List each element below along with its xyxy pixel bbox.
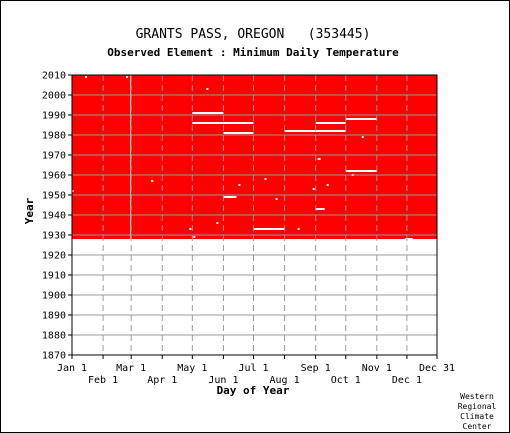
y-tick-label: 1960 [42,171,66,182]
data-layer [72,75,437,240]
x-tick-label: Oct 1 [331,375,361,386]
chart-title: GRANTS PASS, OREGON (353445) [136,27,371,42]
x-tick-label: Mar 1 [116,363,146,374]
missing-segment [223,122,254,124]
x-tick-label: May 1 [177,363,207,374]
x-tick-label: Sep 1 [301,363,331,374]
credit-line: Regional [458,402,497,411]
missing-segment [192,122,224,124]
missing-segment [223,196,237,198]
y-tick-label: 1870 [42,351,66,362]
y-tick-label: 1900 [42,291,66,302]
missing-segment [264,178,267,180]
x-tick-label: Nov 1 [362,363,392,374]
missing-segment [85,76,88,78]
missing-segment [192,112,224,114]
x-tick-label: Dec 31 [419,363,455,374]
observed-data-block [72,75,437,239]
x-tick-label: Jul 1 [238,363,268,374]
missing-segment [151,180,154,182]
x-axis-label: Day of Year [217,384,290,397]
missing-segment [126,76,129,78]
tick-layer: 2010 2000 1990 1980 1970 1960 1950 1940 1930 1920… [42,71,455,387]
missing-segment [275,198,278,200]
x-tick-label: Feb 1 [88,375,118,386]
y-tick-label: 2000 [42,91,66,102]
grid-layer [72,75,437,355]
missing-segment [223,132,254,134]
credit-line: Western [460,392,494,401]
chart-subtitle: Observed Element : Minimum Daily Tempera… [107,46,399,59]
missing-segment [206,88,209,90]
y-tick-label: 1880 [42,331,66,342]
missing-segment [297,228,300,230]
y-tick-label: 1920 [42,251,66,262]
y-tick-label: 1970 [42,151,66,162]
missing-segment [345,170,377,172]
y-tick-label: 1940 [42,211,66,222]
missing-segment [404,238,413,240]
x-tick-label: Dec 1 [392,375,422,386]
missing-segment [345,118,377,120]
missing-segment [315,208,325,210]
y-axis-label: Year [23,197,36,224]
missing-segment [326,184,329,186]
y-tick-label: 1980 [42,131,66,142]
missing-segment [315,130,346,132]
y-tick-label: 1950 [42,191,66,202]
missing-segment [253,228,285,230]
y-tick-label: 1990 [42,111,66,122]
missing-day-column [130,75,132,239]
x-tick-label: Jun 1 [208,375,238,386]
missing-segment [216,222,219,224]
y-tick-label: 1910 [42,271,66,282]
missing-segment [312,188,315,190]
credit-line: Climate [460,412,494,421]
y-tick-label: 1890 [42,311,66,322]
missing-segment [317,158,321,160]
missing-segment [189,228,192,230]
missing-segment [361,136,364,138]
credit-line: Center [463,422,492,431]
y-tick-label: 2010 [42,71,66,82]
missing-segment [72,190,74,192]
y-tick-label: 1930 [42,231,66,242]
missing-segment [193,236,196,238]
missing-segment [238,184,241,186]
x-tick-label: Aug 1 [270,375,300,386]
x-tick-label: Apr 1 [147,375,177,386]
missing-segment [315,122,346,124]
missing-segment [284,130,316,132]
x-tick-label: Jan 1 [57,363,87,374]
